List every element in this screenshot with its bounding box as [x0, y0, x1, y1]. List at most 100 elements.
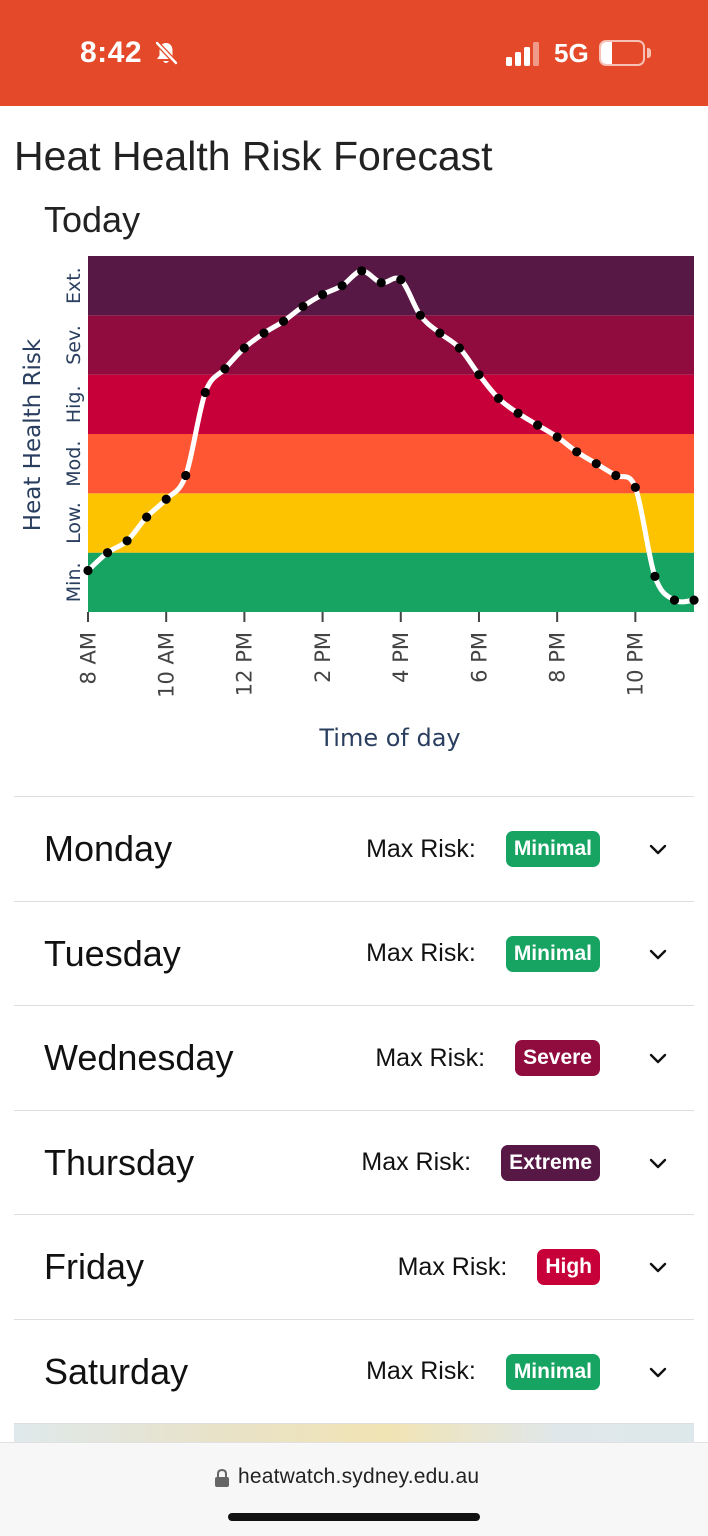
data-point[interactable] — [396, 275, 406, 285]
chevron-down-icon[interactable] — [648, 1362, 668, 1382]
y-tick-label: Ext. — [63, 267, 85, 304]
day-name: Wednesday — [44, 1037, 234, 1078]
data-point[interactable] — [298, 301, 308, 312]
max-risk-label: Max Risk: — [366, 1357, 476, 1385]
max-risk-group: Max Risk: Extreme — [361, 1111, 600, 1215]
data-point[interactable] — [493, 393, 504, 403]
chart-title: Today — [44, 199, 141, 240]
data-point[interactable] — [376, 278, 386, 288]
data-point[interactable] — [220, 364, 230, 374]
risk-badge: Minimal — [505, 831, 600, 867]
status-bar: 8:42 5G 25 — [0, 0, 708, 106]
page-title: Heat Health Risk Forecast — [14, 133, 493, 179]
max-risk-group: Max Risk: Severe — [375, 1006, 600, 1110]
x-tick-label: 10 AM — [155, 632, 179, 698]
max-risk-group: Max Risk: Minimal — [366, 1320, 600, 1424]
data-point[interactable] — [474, 370, 484, 380]
day-name: Saturday — [44, 1350, 189, 1392]
data-point[interactable] — [357, 266, 367, 276]
data-point[interactable] — [415, 310, 425, 320]
battery-icon: 25 — [599, 40, 651, 66]
chevron-down-icon[interactable] — [648, 1048, 668, 1068]
data-point[interactable] — [454, 343, 465, 353]
data-point[interactable] — [591, 459, 601, 469]
max-risk-label: Max Risk: — [361, 1148, 472, 1176]
risk-badge: Severe — [515, 1040, 600, 1076]
browser-address-bar[interactable]: heatwatch.sydney.edu.au — [0, 1442, 708, 1536]
x-tick-label: 12 PM — [233, 632, 257, 696]
y-tick-label: Sev. — [63, 325, 85, 365]
forecast-row-tuesday[interactable]: Tuesday Max Risk: Minimal — [14, 902, 694, 1006]
status-time: 8:42 — [80, 36, 143, 69]
forecast-row-saturday[interactable]: Saturday Max Risk: Minimal — [14, 1320, 694, 1424]
x-tick-label: 6 PM — [467, 632, 491, 683]
forecast-row-thursday[interactable]: Thursday Max Risk: Extreme — [14, 1111, 694, 1215]
chevron-down-icon[interactable] — [648, 1257, 668, 1277]
data-point[interactable] — [552, 432, 562, 442]
data-point[interactable] — [317, 289, 328, 300]
data-point[interactable] — [650, 571, 660, 581]
heat-risk-chart: Min. Low. Mod. Hig. Sev. Ext. 8 AM 10 AM 12 PM 2… — [20, 256, 699, 752]
data-point[interactable] — [278, 316, 289, 326]
chevron-down-icon[interactable] — [648, 839, 668, 859]
y-tick-label: Hig. — [63, 385, 85, 423]
battery-level: 25 — [612, 41, 632, 60]
x-tick-label: 8 AM — [76, 632, 100, 685]
risk-band-hig — [88, 374, 694, 434]
max-risk-label: Max Risk: — [397, 1252, 508, 1281]
data-point[interactable] — [200, 387, 210, 398]
day-name: Thursday — [44, 1141, 195, 1183]
x-tick-label: 2 PM — [311, 632, 335, 683]
chevron-down-icon[interactable] — [648, 1153, 668, 1173]
risk-band-low — [88, 493, 694, 553]
lock-icon — [215, 1468, 229, 1487]
forecast-row-monday[interactable]: Monday Max Risk: Minimal — [14, 797, 694, 902]
daily-forecast-list: Monday Max Risk: Minimal Tuesday Max Risk: Mi… — [14, 796, 694, 1424]
data-point[interactable] — [435, 328, 445, 338]
max-risk-group: Max Risk: Minimal — [366, 902, 600, 1006]
data-point[interactable] — [513, 408, 523, 418]
data-point[interactable] — [181, 470, 191, 481]
cellular-signal-icon — [506, 42, 539, 66]
data-point[interactable] — [239, 343, 249, 353]
data-point[interactable] — [630, 482, 640, 492]
y-tick-label: Low. — [63, 502, 85, 544]
forecast-row-friday[interactable]: Friday Max Risk: High — [14, 1215, 694, 1320]
data-point[interactable] — [161, 494, 171, 504]
risk-badge: Extreme — [501, 1144, 600, 1181]
data-point[interactable] — [259, 328, 269, 338]
max-risk-label: Max Risk: — [366, 834, 476, 863]
risk-band-ext — [88, 256, 694, 316]
home-indicator[interactable] — [228, 1513, 480, 1521]
risk-badge: High — [537, 1249, 600, 1285]
data-point[interactable] — [611, 470, 621, 481]
x-tick-label: 10 PM — [624, 632, 648, 696]
data-point[interactable] — [337, 281, 347, 291]
x-axis-label: Time of day — [318, 724, 460, 752]
url-text[interactable]: heatwatch.sydney.edu.au — [238, 1465, 480, 1488]
chevron-down-icon[interactable] — [648, 944, 668, 964]
data-point[interactable] — [142, 512, 152, 522]
max-risk-group: Max Risk: High — [398, 1215, 600, 1319]
data-point[interactable] — [102, 548, 113, 558]
data-point[interactable] — [689, 595, 699, 605]
max-risk-label: Max Risk: — [375, 1043, 486, 1072]
risk-band-min — [88, 552, 694, 612]
risk-badge: Minimal — [505, 1353, 600, 1390]
y-axis-label: Heat Health Risk — [20, 338, 46, 531]
y-tick-label: Min. — [63, 562, 85, 602]
bell-slash-icon — [155, 41, 178, 65]
max-risk-group: Max Risk: Minimal — [366, 797, 600, 901]
data-point[interactable] — [533, 420, 543, 430]
data-point[interactable] — [669, 595, 680, 605]
y-tick-label: Mod. — [63, 441, 85, 487]
risk-badge: Minimal — [505, 935, 600, 972]
map-preview[interactable] — [14, 1424, 694, 1444]
data-point[interactable] — [122, 536, 132, 546]
risk-band-sev — [88, 315, 694, 375]
network-type: 5G — [554, 38, 589, 68]
forecast-row-wednesday[interactable]: Wednesday Max Risk: Severe — [14, 1006, 694, 1111]
x-tick-label: 8 PM — [546, 632, 570, 683]
data-point[interactable] — [572, 447, 582, 457]
data-point[interactable] — [83, 565, 93, 576]
